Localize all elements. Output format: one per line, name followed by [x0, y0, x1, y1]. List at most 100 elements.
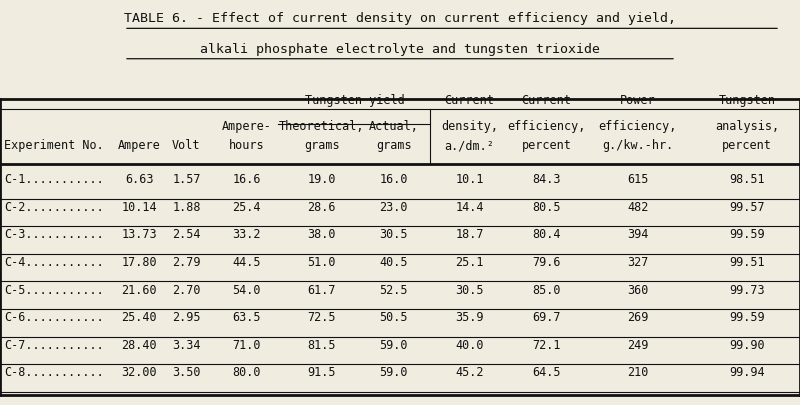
Text: 32.00: 32.00	[122, 366, 157, 379]
Text: C-3...........: C-3...........	[4, 228, 104, 241]
Text: 79.6: 79.6	[532, 256, 561, 269]
Text: 10.14: 10.14	[122, 201, 157, 214]
Text: 2.79: 2.79	[172, 256, 201, 269]
Text: Ampere: Ampere	[118, 139, 161, 152]
Text: 360: 360	[627, 284, 648, 296]
Text: 30.5: 30.5	[455, 284, 484, 296]
Text: 99.51: 99.51	[730, 256, 765, 269]
Text: density,: density,	[441, 120, 498, 133]
Text: 84.3: 84.3	[532, 173, 561, 186]
Text: 16.6: 16.6	[232, 173, 261, 186]
Text: 61.7: 61.7	[307, 284, 336, 296]
Text: 14.4: 14.4	[455, 201, 484, 214]
Text: 45.2: 45.2	[455, 366, 484, 379]
Text: 71.0: 71.0	[232, 339, 261, 352]
Text: 99.90: 99.90	[730, 339, 765, 352]
Text: 25.4: 25.4	[232, 201, 261, 214]
Text: efficiency,: efficiency,	[507, 120, 586, 133]
Text: hours: hours	[229, 139, 264, 152]
Text: C-7...........: C-7...........	[4, 339, 104, 352]
Text: grams: grams	[304, 139, 339, 152]
Text: 91.5: 91.5	[307, 366, 336, 379]
Text: 59.0: 59.0	[379, 339, 408, 352]
Text: 6.63: 6.63	[125, 173, 154, 186]
Text: 80.4: 80.4	[532, 228, 561, 241]
Text: 2.54: 2.54	[172, 228, 201, 241]
Text: 85.0: 85.0	[532, 284, 561, 296]
Text: 16.0: 16.0	[379, 173, 408, 186]
Text: Current: Current	[445, 94, 494, 107]
Text: C-6...........: C-6...........	[4, 311, 104, 324]
Text: Current: Current	[522, 94, 571, 107]
Text: 69.7: 69.7	[532, 311, 561, 324]
Text: C-4...........: C-4...........	[4, 256, 104, 269]
Text: a./dm.²: a./dm.²	[445, 139, 494, 152]
Text: 615: 615	[627, 173, 648, 186]
Text: C-1...........: C-1...........	[4, 173, 104, 186]
Text: 59.0: 59.0	[379, 366, 408, 379]
Text: 54.0: 54.0	[232, 284, 261, 296]
Text: 50.5: 50.5	[379, 311, 408, 324]
Text: 99.94: 99.94	[730, 366, 765, 379]
Text: C-8...........: C-8...........	[4, 366, 104, 379]
Text: Tungsten yield: Tungsten yield	[305, 94, 404, 107]
Text: 99.73: 99.73	[730, 284, 765, 296]
Text: 1.88: 1.88	[172, 201, 201, 214]
Text: 17.80: 17.80	[122, 256, 157, 269]
Text: 99.59: 99.59	[730, 228, 765, 241]
Text: 21.60: 21.60	[122, 284, 157, 296]
Text: Theoretical,: Theoretical,	[279, 120, 364, 133]
Text: 327: 327	[627, 256, 648, 269]
Text: 81.5: 81.5	[307, 339, 336, 352]
Text: grams: grams	[376, 139, 411, 152]
Text: 40.5: 40.5	[379, 256, 408, 269]
Text: 40.0: 40.0	[455, 339, 484, 352]
Text: 18.7: 18.7	[455, 228, 484, 241]
Text: 38.0: 38.0	[307, 228, 336, 241]
Text: 482: 482	[627, 201, 648, 214]
Text: Tungsten: Tungsten	[718, 94, 776, 107]
Text: Power: Power	[620, 94, 655, 107]
Text: 33.2: 33.2	[232, 228, 261, 241]
Text: 35.9: 35.9	[455, 311, 484, 324]
Text: 63.5: 63.5	[232, 311, 261, 324]
Text: 25.1: 25.1	[455, 256, 484, 269]
Text: Volt: Volt	[172, 139, 201, 152]
Text: 13.73: 13.73	[122, 228, 157, 241]
Text: 1.57: 1.57	[172, 173, 201, 186]
Text: Ampere-: Ampere-	[222, 120, 271, 133]
Text: 28.6: 28.6	[307, 201, 336, 214]
Text: Actual,: Actual,	[369, 120, 418, 133]
Text: 394: 394	[627, 228, 648, 241]
Text: Experiment No.: Experiment No.	[4, 139, 104, 152]
Text: 10.1: 10.1	[455, 173, 484, 186]
Text: g./kw.-hr.: g./kw.-hr.	[602, 139, 674, 152]
Text: 64.5: 64.5	[532, 366, 561, 379]
Text: C-5...........: C-5...........	[4, 284, 104, 296]
Text: 72.5: 72.5	[307, 311, 336, 324]
Text: 210: 210	[627, 366, 648, 379]
Text: 99.59: 99.59	[730, 311, 765, 324]
Text: 80.5: 80.5	[532, 201, 561, 214]
Text: 44.5: 44.5	[232, 256, 261, 269]
Text: 23.0: 23.0	[379, 201, 408, 214]
Text: 2.95: 2.95	[172, 311, 201, 324]
Text: efficiency,: efficiency,	[598, 120, 677, 133]
Text: 28.40: 28.40	[122, 339, 157, 352]
Text: 249: 249	[627, 339, 648, 352]
Text: 98.51: 98.51	[730, 173, 765, 186]
Text: 30.5: 30.5	[379, 228, 408, 241]
Text: 51.0: 51.0	[307, 256, 336, 269]
Text: 3.50: 3.50	[172, 366, 201, 379]
Text: C-2...........: C-2...........	[4, 201, 104, 214]
Text: 52.5: 52.5	[379, 284, 408, 296]
Text: 2.70: 2.70	[172, 284, 201, 296]
Text: analysis,: analysis,	[715, 120, 779, 133]
Text: 72.1: 72.1	[532, 339, 561, 352]
Text: percent: percent	[522, 139, 571, 152]
Text: 19.0: 19.0	[307, 173, 336, 186]
Text: 269: 269	[627, 311, 648, 324]
Text: 25.40: 25.40	[122, 311, 157, 324]
Text: alkali phosphate electrolyte and tungsten trioxide: alkali phosphate electrolyte and tungste…	[200, 43, 600, 55]
Text: 80.0: 80.0	[232, 366, 261, 379]
